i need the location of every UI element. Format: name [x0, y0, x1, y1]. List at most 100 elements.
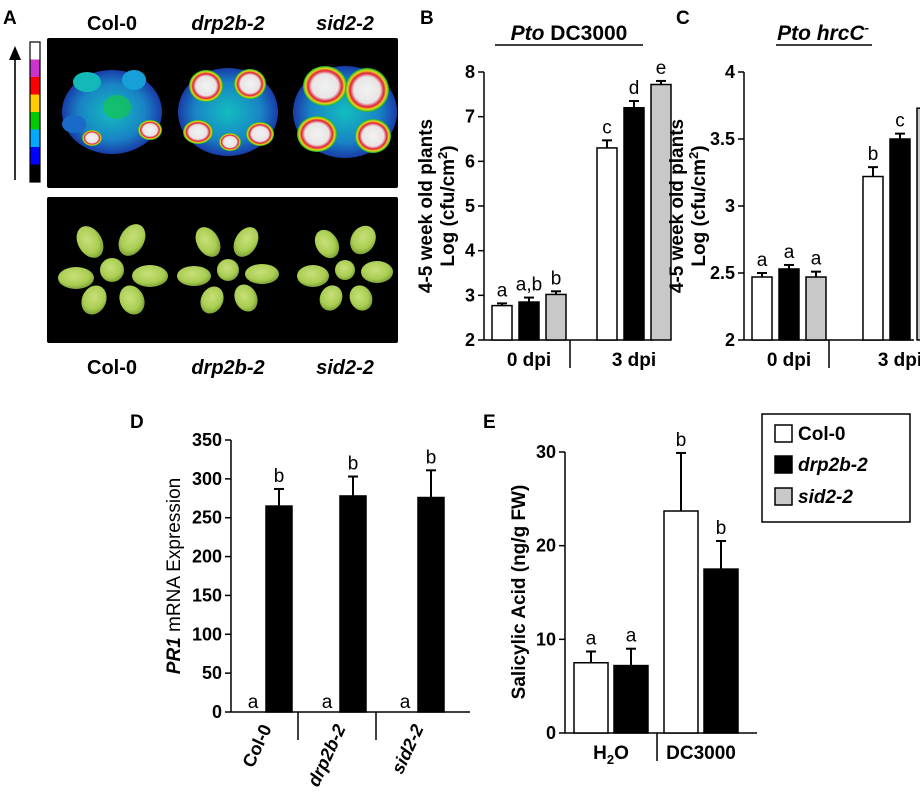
y-tick-label-c: 2.5: [710, 263, 735, 283]
chart-b-ylabel: 4-5 week old plants Log (cfu/cm2): [416, 119, 459, 293]
sig-letter-b: c: [602, 117, 612, 138]
y-tick-label-d: 200: [192, 547, 222, 567]
y-tick-label-d: 250: [192, 508, 222, 528]
chart-b-title: Pto DC3000: [511, 22, 628, 45]
legend-label-col0: Col-0: [798, 424, 846, 445]
sig-letter-b: e: [656, 58, 667, 79]
plant-photo: [47, 197, 398, 343]
bar-e-1-0: [663, 510, 699, 734]
panel-e-label: E: [483, 412, 496, 433]
y-tick-label-e: 10: [536, 629, 556, 649]
y-tick-label-d: 100: [192, 624, 222, 644]
y-tick-label-d: 300: [192, 469, 222, 489]
bottom-label-drp2b: drp2b-2: [191, 357, 264, 379]
chart-c-ylabel-line1: 4-5 week old plants: [667, 119, 688, 293]
panel-b-label: B: [420, 8, 434, 29]
scale-arrow-head-icon: [9, 46, 21, 60]
scale-color-4: [30, 112, 40, 130]
sig-letter-e: b: [716, 518, 727, 539]
panel-d-label: D: [130, 412, 144, 433]
scale-color-1: [30, 59, 40, 77]
top-label-sid2: sid2-2: [316, 13, 374, 35]
scale-color-5: [30, 129, 40, 147]
y-tick-label-b: 2: [465, 330, 475, 350]
y-tick-label-c: 4: [725, 62, 735, 82]
chart-e-ylabel: Salicylic Acid (ng/g FW): [509, 485, 530, 700]
panel-a-label: A: [3, 8, 17, 29]
panel-c-label: C: [676, 8, 690, 29]
group-label-c-1: 3 dpi: [878, 350, 920, 371]
legend-swatch-col0: [774, 424, 793, 443]
chart-b-ylabel-line2: Log (cfu/cm2): [435, 145, 459, 266]
chart-d-ylabel: PR1 mRNA Expression: [164, 478, 185, 674]
bar-b-1-1: [623, 106, 645, 341]
sig-letter-c: a: [811, 249, 822, 270]
y-tick-label-d: 0: [212, 702, 222, 722]
y-tick-label-c: 2: [725, 330, 735, 350]
category-label-d-0: Col-0: [238, 721, 275, 770]
category-label-d-1: drp2b-2: [304, 721, 350, 789]
sig-letter-c: b: [868, 144, 879, 165]
bar-b-0-2: [545, 293, 567, 341]
y-tick-label-b: 3: [465, 285, 475, 305]
scale-color-0: [30, 42, 40, 60]
bar-c-1-1: [889, 138, 911, 341]
bar-c-0-0: [751, 276, 773, 341]
y-tick-label-b: 4: [465, 241, 475, 261]
sig-letter-d: a: [400, 692, 411, 713]
scale-color-2: [30, 77, 40, 95]
y-tick-label-b: 7: [465, 107, 475, 127]
bottom-label-col0: Col-0: [87, 357, 137, 379]
bar-e-0-0: [573, 662, 609, 734]
y-tick-label-d: 150: [192, 585, 222, 605]
group-label-e-1: DC3000: [666, 743, 736, 764]
bar-c-1-2: [916, 107, 920, 341]
sig-letter-e: b: [676, 430, 687, 451]
y-tick-label-b: 6: [465, 151, 475, 171]
y-tick-label-e: 30: [536, 442, 556, 462]
sig-letter-b: a,b: [516, 275, 542, 296]
chart-e: 0 10 20 30 a a H2O b b DC3000 Salicylic Acid (ng/g…: [509, 430, 757, 767]
top-label-col0: Col-0: [87, 13, 137, 35]
sig-letter-b: b: [551, 268, 562, 289]
group-label-c-0: 0 dpi: [767, 350, 811, 371]
sig-letter-d: b: [426, 447, 437, 468]
scale-outline: [29, 41, 41, 183]
sig-letter-c: a: [757, 250, 768, 271]
sig-letter-c: a: [784, 242, 795, 263]
bar-d-2-1: [417, 496, 445, 713]
y-tick-label-d: 350: [192, 430, 222, 450]
group-label-b-0: 0 dpi: [507, 350, 551, 371]
legend: Col-0 drp2b-2 sid2-2: [761, 413, 911, 523]
panel-a: A Col-0 drp2b-2 sid2-2: [3, 8, 398, 379]
scale-color-7: [30, 164, 40, 182]
chart-c-ylabel: 4-5 week old plants Log (cfu/cm2): [667, 119, 710, 293]
sig-letter-e: a: [626, 626, 637, 647]
sig-letter-d: b: [274, 466, 285, 487]
color-scale-bar: [29, 41, 41, 183]
y-tick-label-b: 5: [465, 196, 475, 216]
chart-c-title: Pto hrcC-: [777, 20, 869, 45]
legend-swatch-sid2: [774, 487, 793, 506]
sig-letter-d: a: [322, 692, 333, 713]
category-label-d-2: sid2-2: [388, 721, 428, 777]
bar-d-1-1: [339, 495, 367, 713]
top-label-drp2b: drp2b-2: [191, 13, 264, 35]
sig-letter-e: a: [586, 629, 597, 650]
sig-letter-b: d: [629, 78, 640, 99]
sig-letter-d: a: [248, 692, 259, 713]
bottom-label-sid2: sid2-2: [316, 357, 374, 379]
bar-b-1-0: [596, 147, 618, 341]
bar-e-0-1: [613, 664, 649, 734]
group-label-e-0: H2O: [593, 743, 629, 767]
chart-c-ylabel-line2: Log (cfu/cm2): [686, 145, 710, 266]
y-tick-label-c: 3: [725, 196, 735, 216]
bar-c-0-2: [805, 276, 827, 341]
luminescence-image: [47, 38, 398, 188]
y-tick-label-b: 8: [465, 62, 475, 82]
y-tick-label-e: 20: [536, 536, 556, 556]
scale-color-3: [30, 94, 40, 112]
bar-e-1-1: [703, 568, 739, 734]
